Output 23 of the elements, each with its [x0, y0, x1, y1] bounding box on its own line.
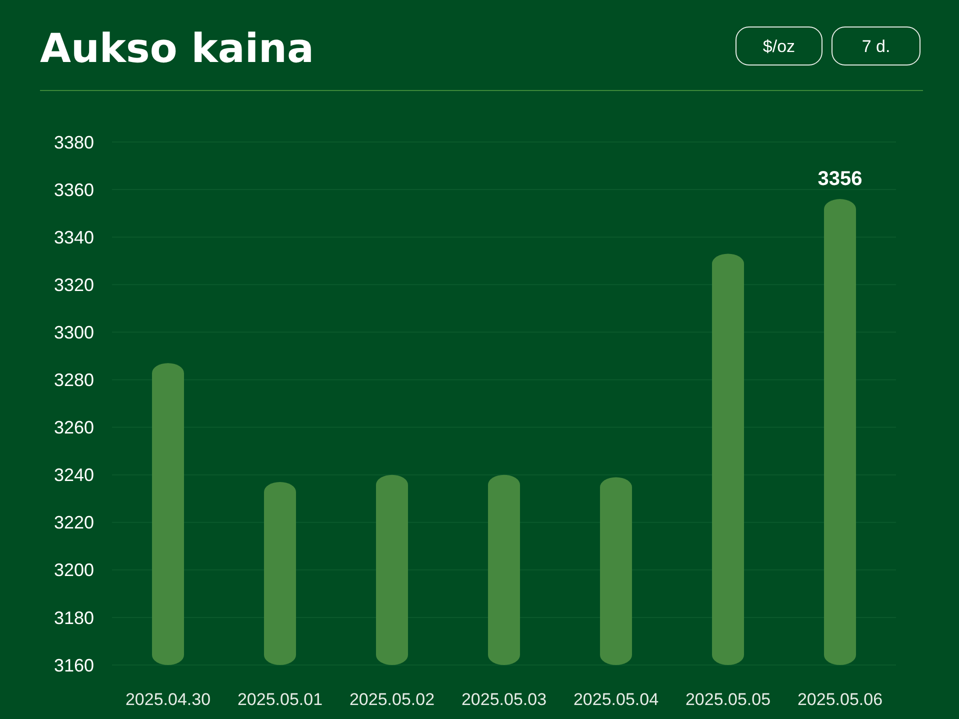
chart-title: Aukso kaina — [40, 26, 314, 72]
x-tick-label: 2025.05.05 — [685, 690, 771, 709]
text: 7 d. — [862, 37, 890, 56]
y-tick-label: 3200 — [54, 560, 94, 580]
y-tick-label: 3340 — [54, 227, 94, 248]
text: $/oz — [762, 37, 796, 56]
y-tick-label: 3240 — [54, 465, 94, 486]
y-tick-label: 3300 — [54, 322, 94, 342]
y-tick-label: 3160 — [54, 655, 94, 676]
data-label: 3356 — [818, 168, 862, 190]
x-tick-label: 2025.05.03 — [461, 690, 547, 709]
x-tick-label: 2025.05.06 — [797, 690, 883, 709]
y-tick-label: 3260 — [54, 418, 94, 438]
x-tick-label: 2025.05.04 — [573, 690, 659, 709]
y-tick-label: 3360 — [54, 180, 94, 200]
y-tick-label: 3180 — [54, 608, 94, 628]
y-tick-label: 3280 — [54, 370, 94, 390]
y-tick-label: 3380 — [54, 132, 94, 152]
x-tick-label: 2025.05.02 — [349, 690, 435, 709]
x-tick-label: 2025.04.30 — [125, 690, 211, 709]
y-tick-label: 3220 — [54, 512, 94, 533]
y-tick-label: 3320 — [54, 274, 94, 295]
x-tick-label: 2025.05.01 — [237, 690, 323, 709]
